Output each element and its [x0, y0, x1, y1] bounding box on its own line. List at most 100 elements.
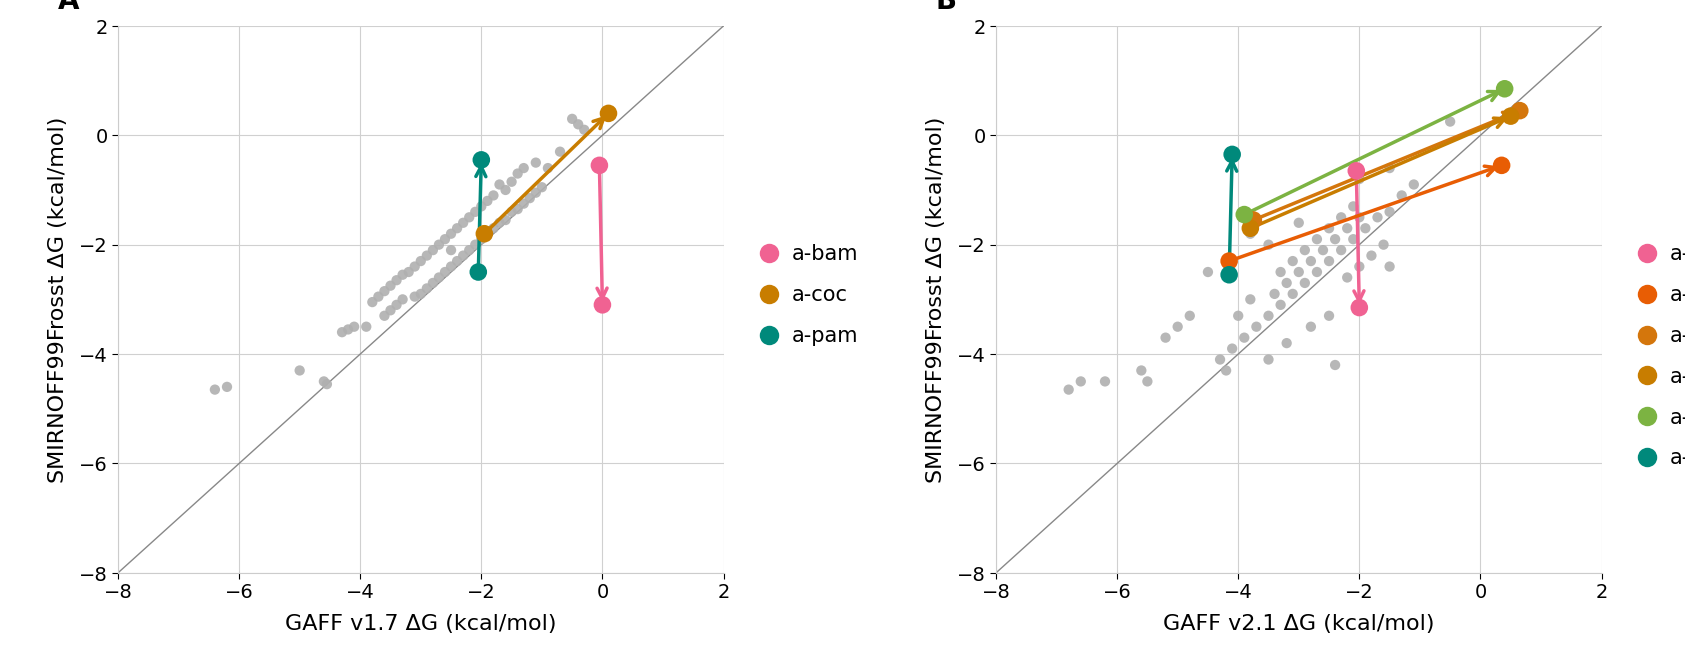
- Point: [286, 365, 313, 376]
- Point: [1340, 234, 1367, 245]
- Point: [359, 297, 386, 307]
- Point: [1237, 294, 1264, 305]
- Point: [1488, 160, 1515, 171]
- Point: [527, 182, 554, 193]
- Point: [1314, 223, 1341, 234]
- Point: [377, 281, 404, 291]
- Point: [1496, 111, 1523, 122]
- Point: [1375, 262, 1402, 272]
- Point: [443, 223, 470, 234]
- Point: [1345, 212, 1372, 223]
- Point: [1272, 338, 1299, 348]
- Point: [462, 207, 489, 217]
- Point: [571, 125, 598, 135]
- Point: [1067, 376, 1094, 387]
- Point: [485, 180, 512, 190]
- Point: [1260, 289, 1287, 299]
- Point: [1321, 234, 1348, 245]
- Point: [1195, 267, 1222, 277]
- Point: [480, 190, 507, 201]
- Point: [1254, 354, 1281, 365]
- Point: [1279, 256, 1306, 266]
- Point: [1218, 344, 1245, 354]
- Point: [1297, 256, 1324, 266]
- Point: [1291, 278, 1318, 288]
- Point: [1340, 201, 1367, 212]
- Point: [340, 322, 367, 332]
- Point: [1303, 234, 1329, 245]
- Point: [1215, 270, 1242, 280]
- Point: [1321, 360, 1348, 370]
- Point: [1284, 267, 1311, 277]
- Point: [473, 196, 500, 206]
- Point: [382, 299, 409, 310]
- Point: [443, 256, 470, 266]
- Point: [214, 381, 241, 392]
- Point: [1343, 166, 1370, 176]
- Point: [1375, 163, 1402, 173]
- Point: [1151, 333, 1178, 343]
- Point: [1127, 365, 1154, 376]
- Point: [1254, 240, 1281, 250]
- Point: [1345, 174, 1372, 184]
- Point: [516, 193, 543, 204]
- Point: [408, 289, 435, 299]
- Point: [595, 108, 622, 118]
- X-axis label: GAFF v2.1 ΔG (kcal/mol): GAFF v2.1 ΔG (kcal/mol): [1163, 613, 1434, 633]
- Point: [1370, 240, 1397, 250]
- Point: [382, 275, 409, 286]
- Point: [1314, 256, 1341, 266]
- Point: [394, 267, 421, 277]
- Point: [468, 155, 495, 165]
- Point: [1284, 217, 1311, 228]
- Point: [1333, 272, 1360, 283]
- Point: [1215, 256, 1242, 266]
- Point: [1375, 207, 1402, 217]
- Text: A: A: [57, 0, 79, 15]
- Point: [1230, 210, 1257, 220]
- Point: [1230, 333, 1257, 343]
- Point: [1176, 311, 1203, 321]
- Point: [1309, 245, 1336, 255]
- Point: [1436, 117, 1463, 127]
- Point: [352, 322, 379, 332]
- Point: [450, 217, 477, 228]
- Point: [420, 278, 447, 288]
- Point: [504, 204, 531, 214]
- Point: [1254, 311, 1281, 321]
- Point: [329, 327, 356, 337]
- Point: [334, 324, 361, 335]
- Point: [1238, 215, 1265, 225]
- Point: [431, 234, 458, 245]
- Point: [371, 286, 398, 296]
- Point: [401, 262, 428, 272]
- Point: [438, 262, 465, 272]
- Point: [413, 251, 440, 261]
- Point: [546, 146, 573, 157]
- Point: [1328, 212, 1355, 223]
- Point: [413, 283, 440, 294]
- Point: [522, 158, 549, 168]
- Point: [504, 169, 531, 179]
- Legend: a-bam, a-chp, a-cpe, a-coc, a-mba, a-pam: a-bam, a-chp, a-cpe, a-coc, a-mba, a-pam: [1636, 244, 1685, 468]
- Point: [377, 305, 404, 316]
- Legend: a-bam, a-coc, a-pam: a-bam, a-coc, a-pam: [758, 244, 858, 346]
- Point: [1491, 84, 1518, 94]
- Point: [492, 185, 519, 195]
- Point: [438, 229, 465, 239]
- Y-axis label: SMIRNOFF99Frosst ΔG (kcal/mol): SMIRNOFF99Frosst ΔG (kcal/mol): [925, 117, 945, 482]
- Point: [1212, 365, 1238, 376]
- Point: [468, 201, 495, 212]
- Point: [480, 223, 507, 234]
- Point: [1333, 223, 1360, 234]
- Point: [1223, 311, 1250, 321]
- Point: [364, 292, 391, 302]
- Point: [1303, 267, 1329, 277]
- Point: [420, 245, 447, 255]
- Point: [1237, 223, 1264, 234]
- Point: [1297, 322, 1324, 332]
- Point: [425, 272, 452, 283]
- Point: [371, 311, 398, 321]
- Point: [1358, 251, 1385, 261]
- Point: [1345, 303, 1372, 313]
